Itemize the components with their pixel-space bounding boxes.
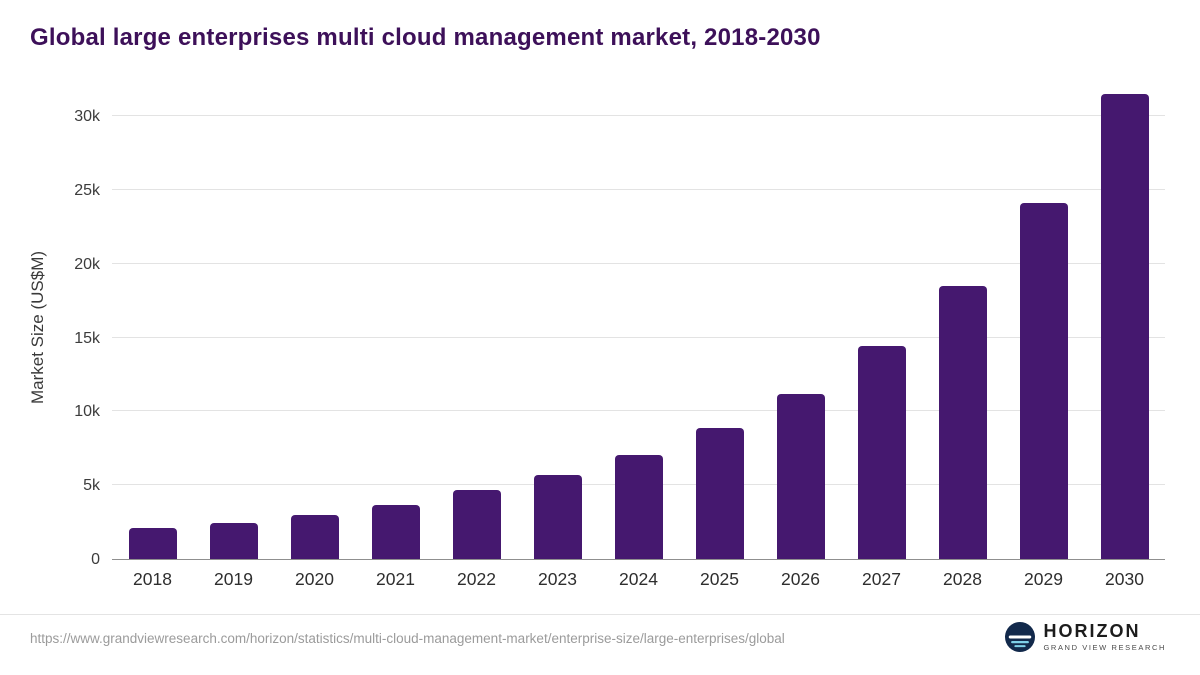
y-tick-25k: 25k: [74, 181, 100, 199]
x-label-2029: 2029: [1024, 569, 1063, 589]
source-url: https://www.grandviewresearch.com/horizo…: [30, 631, 785, 646]
footer-divider: [0, 614, 1200, 615]
chart-title: Global large enterprises multi cloud man…: [30, 24, 821, 51]
gridline-20k: [112, 262, 1165, 264]
y-tick-15k: 15k: [74, 329, 100, 347]
x-label-2028: 2028: [943, 569, 982, 589]
bar-slot-2018: [112, 95, 193, 559]
x-axis-labels: 2018 2019 2020 2021 2022 2023 2024 2025 2026 2027…: [112, 569, 1165, 590]
bars-row: [112, 94, 1165, 559]
bar-2030: [1100, 94, 1149, 559]
bar-2022: [452, 490, 501, 559]
bar-slot-2019: [193, 95, 274, 559]
bar-2027: [857, 346, 906, 559]
bar-2024: [614, 454, 663, 559]
bar-slot-2023: [517, 95, 598, 559]
logo-subtext: GRAND VIEW RESEARCH: [1043, 642, 1166, 652]
bar-2021: [371, 505, 420, 559]
x-label-2024: 2024: [619, 569, 658, 589]
bar-slot-2020: [274, 95, 355, 559]
bar-slot-2028: [922, 95, 1003, 559]
x-label-2018: 2018: [133, 569, 172, 589]
x-label-2021: 2021: [376, 569, 415, 589]
y-tick-10k: 10k: [74, 403, 100, 421]
logo-name: HORIZON: [1043, 621, 1141, 642]
gridline-15k: [112, 336, 1165, 338]
x-label-2025: 2025: [700, 569, 739, 589]
gridline-25k: [112, 188, 1165, 190]
bar-slot-2029: [1003, 95, 1084, 559]
y-tick-20k: 20k: [74, 255, 100, 273]
x-label-2030: 2030: [1105, 569, 1144, 589]
x-label-2027: 2027: [862, 569, 901, 589]
bar-2026: [776, 393, 825, 559]
x-label-2020: 2020: [295, 569, 334, 589]
bar-slot-2025: [679, 95, 760, 559]
bar-slot-2026: [760, 95, 841, 559]
bar-slot-2027: [841, 95, 922, 559]
y-axis-ticks: 0 5k 10k 15k 20k 25k 30k: [0, 95, 100, 568]
gridline-30k: [112, 115, 1165, 117]
logo-text: HORIZON GRAND VIEW RESEARCH: [1043, 621, 1167, 652]
horizon-logo: HORIZON GRAND VIEW RESEARCH: [1004, 621, 1167, 652]
bar-slot-2030: [1084, 94, 1165, 559]
bar-slot-2024: [598, 95, 679, 559]
bar-2019: [209, 522, 258, 559]
bar-slot-2022: [436, 95, 517, 559]
bar-2018: [128, 528, 177, 559]
bar-2029: [1019, 203, 1068, 559]
plot-area: [112, 94, 1165, 560]
x-label-2026: 2026: [781, 569, 820, 589]
gridline-10k: [112, 410, 1165, 412]
y-tick-30k: 30k: [74, 108, 100, 126]
bar-2023: [533, 474, 582, 559]
y-tick-0: 0: [91, 551, 100, 568]
y-tick-5k: 5k: [83, 477, 100, 495]
x-label-2019: 2019: [214, 569, 253, 589]
horizon-globe-icon: [1004, 622, 1035, 652]
bar-2020: [290, 514, 339, 559]
bar-2025: [695, 428, 744, 559]
bar-2028: [938, 285, 987, 559]
x-label-2023: 2023: [538, 569, 577, 589]
x-label-2022: 2022: [457, 569, 496, 589]
bar-slot-2021: [355, 95, 436, 559]
